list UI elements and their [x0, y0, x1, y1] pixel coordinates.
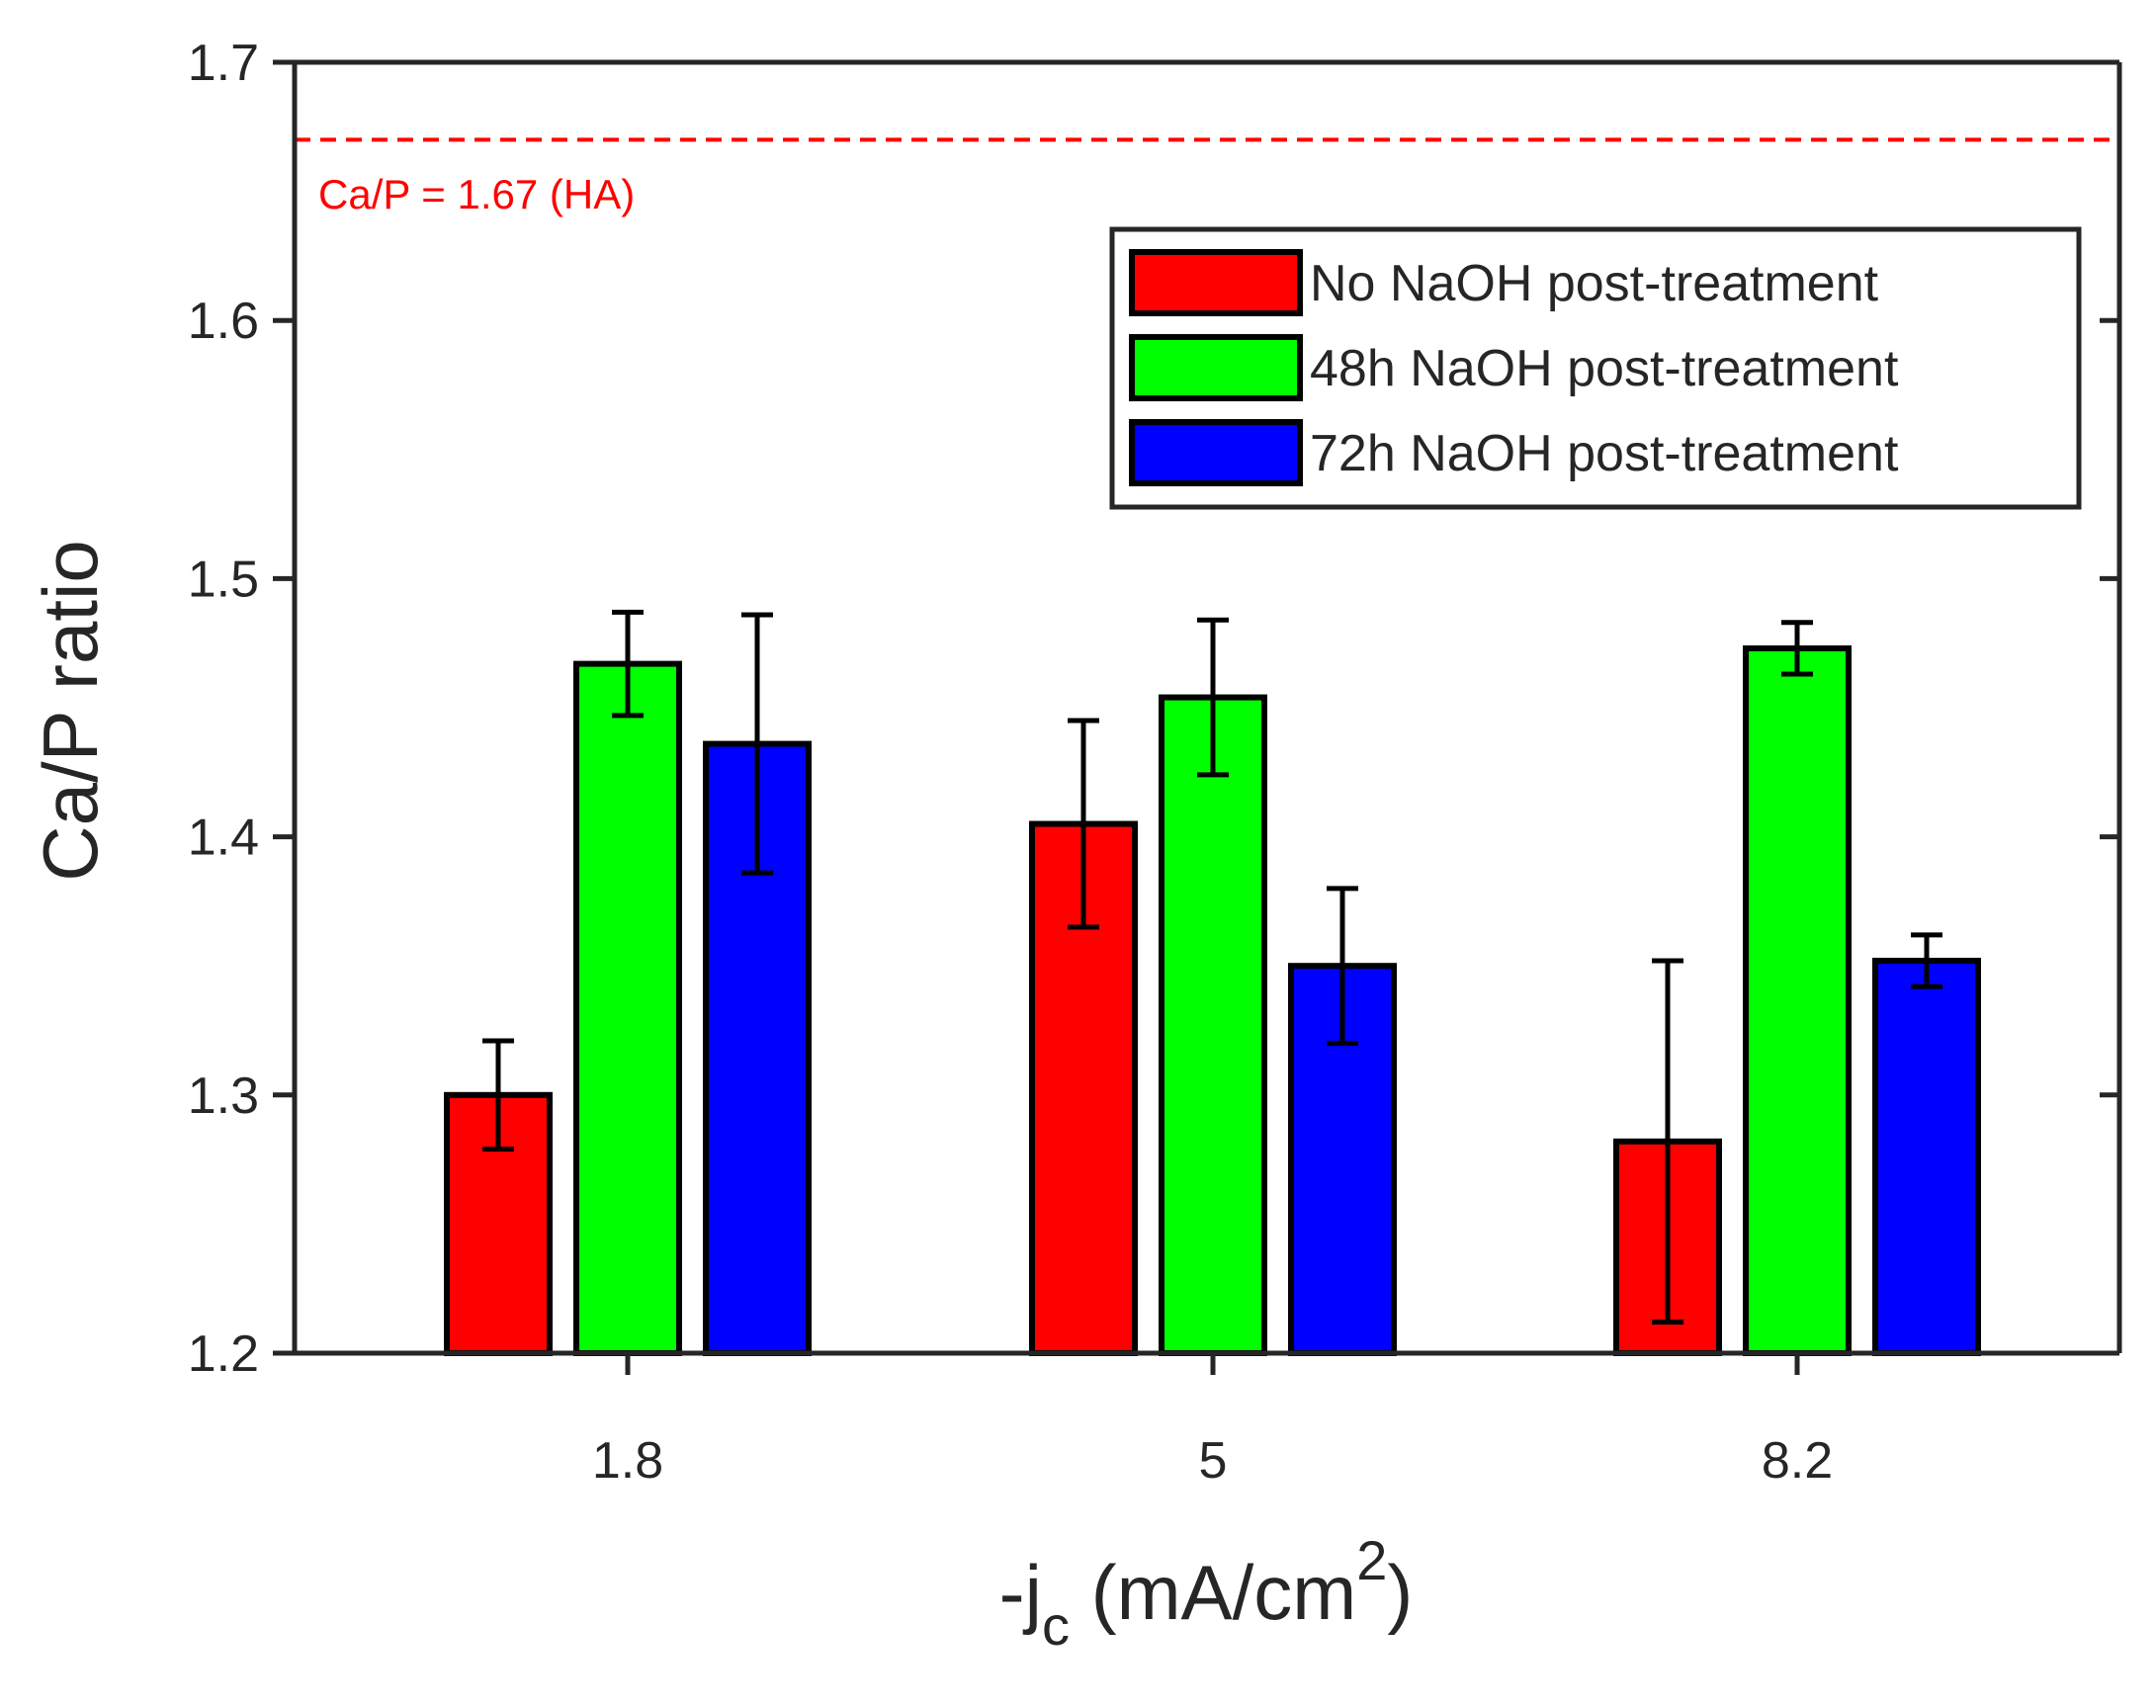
y-tick-label: 1.7	[188, 35, 259, 92]
y-tick-label: 1.6	[188, 293, 259, 350]
bar	[1743, 644, 1852, 1356]
y-tick-label: 1.5	[188, 551, 259, 608]
x-axis-label-superscript: 2	[1356, 1529, 1387, 1591]
x-tick-label: 5	[1199, 1432, 1228, 1490]
legend-swatch	[1129, 334, 1303, 401]
legend-swatch	[1129, 249, 1303, 316]
y-tick-label: 1.2	[188, 1325, 259, 1383]
x-axis-label-close: )	[1387, 1549, 1413, 1636]
legend-label: 72h NaOH post-treatment	[1310, 425, 1899, 482]
legend-swatch	[1129, 419, 1303, 486]
y-tick-label: 1.4	[188, 810, 259, 867]
x-tick-label: 1.8	[592, 1432, 663, 1490]
x-tick-label: 8.2	[1762, 1432, 1833, 1490]
bar	[573, 660, 682, 1356]
legend-label: No NaOH post-treatment	[1310, 255, 1879, 312]
x-axis-label-subscript: c	[1042, 1594, 1070, 1657]
legend-label: 48h NaOH post-treatment	[1310, 340, 1899, 397]
x-axis-label-unit: (mA/cm	[1070, 1549, 1356, 1636]
y-axis-label: Ca/P ratio	[27, 540, 114, 881]
plot-area: 1.2 1.3 1.4 1.5 1.6 1.7 1.8 5 8.2 No NaOH post-tr…	[188, 35, 2122, 1490]
x-axis-label: -jc (mA/cm2)	[999, 1529, 1414, 1657]
x-axis-label-base: -j	[999, 1549, 1042, 1636]
bar	[1159, 694, 1267, 1356]
reference-line-label: Ca/P = 1.67 (HA)	[318, 171, 635, 217]
bar	[1872, 957, 1981, 1356]
y-tick-label: 1.3	[188, 1068, 259, 1125]
